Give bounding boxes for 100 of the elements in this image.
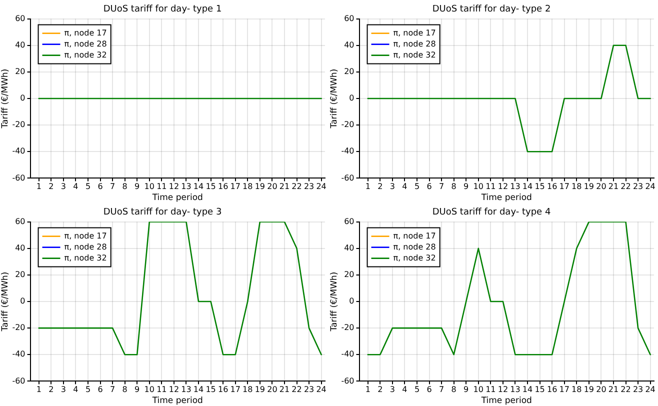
x-tick-label: 24 [316, 182, 326, 192]
y-tick-label: 0 [349, 296, 354, 306]
x-tick-label: 1 [36, 385, 42, 394]
x-tick-label: 8 [122, 182, 128, 192]
y-tick-label: 40 [15, 243, 26, 252]
x-tick-label: 12 [168, 182, 180, 192]
x-tick-label: 11 [156, 182, 167, 192]
x-tick-label: 5 [85, 385, 91, 394]
y-tick-label: -40 [12, 350, 26, 359]
y-tick-label: -60 [12, 173, 26, 182]
x-tick-label: 23 [304, 385, 314, 394]
x-tick-label: 14 [522, 385, 533, 394]
y-tick-label: 0 [20, 94, 26, 103]
y-axis-title: Tariff (€/MWh) [329, 272, 340, 332]
y-tick-label: -60 [341, 173, 354, 182]
x-tick-label: 9 [134, 385, 140, 394]
x-tick-label: 7 [110, 182, 116, 192]
x-tick-label: 13 [181, 385, 192, 394]
x-tick-label: 16 [218, 182, 228, 192]
x-tick-label: 8 [451, 182, 456, 192]
x-tick-label: 22 [620, 385, 631, 394]
y-tick-label: 20 [15, 270, 26, 280]
x-tick-label: 22 [292, 385, 302, 394]
x-tick-label: 9 [134, 182, 140, 192]
y-tick-label: 20 [344, 67, 354, 76]
y-tick-label: -20 [341, 120, 354, 130]
x-tick-label: 4 [402, 385, 408, 394]
x-tick-label: 4 [73, 182, 78, 192]
legend-label: π, node 28 [393, 39, 436, 48]
x-tick-label: 1 [365, 182, 370, 192]
legend-label: π, node 32 [393, 50, 436, 60]
y-tick-label: 0 [20, 296, 26, 306]
x-tick-label: 14 [522, 182, 533, 192]
x-tick-label: 7 [439, 385, 444, 394]
legend-label: π, node 32 [64, 253, 107, 262]
x-tick-label: 8 [451, 385, 456, 394]
chart-title: DUoS tariff for day- type 3 [103, 208, 222, 218]
x-tick-label: 21 [279, 182, 290, 192]
x-tick-label: 10 [144, 182, 154, 192]
x-tick-label: 6 [98, 385, 103, 394]
chart-title: DUoS tariff for day- type 1 [103, 4, 222, 15]
x-tick-label: 24 [645, 385, 656, 394]
x-tick-label: 8 [122, 385, 128, 394]
y-tick-label: 0 [349, 94, 354, 103]
x-tick-label: 2 [378, 182, 383, 192]
x-tick-label: 7 [110, 385, 116, 394]
x-tick-label: 3 [60, 385, 66, 394]
x-tick-label: 10 [473, 385, 484, 394]
x-tick-label: 2 [378, 385, 383, 394]
x-tick-label: 16 [218, 385, 228, 394]
y-tick-label: -60 [341, 376, 354, 386]
legend-label: π, node 17 [393, 231, 436, 240]
x-tick-label: 16 [546, 385, 558, 394]
y-tick-label: 60 [344, 14, 354, 23]
y-tick-label: -40 [12, 146, 26, 156]
y-axis-title: Tariff (€/MWh) [329, 68, 340, 130]
x-axis-title: Time period [480, 193, 532, 204]
x-tick-label: 4 [73, 385, 78, 394]
x-tick-label: 20 [596, 385, 606, 394]
x-tick-label: 19 [584, 385, 594, 394]
x-tick-label: 17 [559, 182, 570, 192]
x-tick-label: 2 [48, 385, 54, 394]
x-axis-title: Time period [151, 193, 203, 204]
x-tick-label: 18 [572, 182, 582, 192]
legend-label: π, node 17 [393, 28, 436, 38]
x-tick-label: 4 [402, 182, 408, 192]
legend-label: π, node 17 [64, 231, 107, 240]
legend-label: π, node 32 [393, 253, 436, 262]
x-tick-label: 11 [486, 385, 496, 394]
x-tick-label: 13 [510, 385, 520, 394]
y-tick-label: -20 [12, 120, 26, 130]
x-tick-label: 9 [464, 182, 469, 192]
y-tick-label: 40 [344, 40, 354, 50]
chart-title: DUoS tariff for day- type 2 [432, 4, 551, 15]
x-tick-label: 11 [156, 385, 167, 394]
x-tick-label: 17 [559, 385, 570, 394]
y-tick-label: 60 [15, 14, 26, 23]
x-tick-label: 19 [584, 182, 594, 192]
x-tick-label: 7 [439, 182, 444, 192]
x-tick-label: 1 [365, 385, 370, 394]
x-tick-label: 1 [36, 182, 42, 192]
x-tick-label: 15 [534, 385, 545, 394]
x-tick-label: 17 [230, 385, 240, 394]
legend-label: π, node 28 [393, 242, 436, 252]
y-tick-label: 40 [15, 40, 26, 50]
x-tick-label: 17 [230, 182, 240, 192]
x-tick-label: 6 [426, 385, 432, 394]
x-tick-label: 18 [242, 182, 253, 192]
x-axis-title: Time period [480, 396, 532, 406]
x-tick-label: 3 [390, 182, 395, 192]
x-tick-label: 5 [414, 182, 420, 192]
x-tick-label: 3 [60, 182, 66, 192]
x-tick-label: 13 [181, 182, 192, 192]
x-tick-label: 6 [426, 182, 432, 192]
y-tick-label: 60 [344, 216, 354, 226]
x-tick-label: 15 [206, 182, 216, 192]
x-tick-label: 14 [193, 182, 204, 192]
chart-title: DUoS tariff for day- type 4 [432, 208, 551, 218]
legend-label: π, node 17 [64, 28, 107, 38]
x-tick-label: 12 [168, 385, 180, 394]
